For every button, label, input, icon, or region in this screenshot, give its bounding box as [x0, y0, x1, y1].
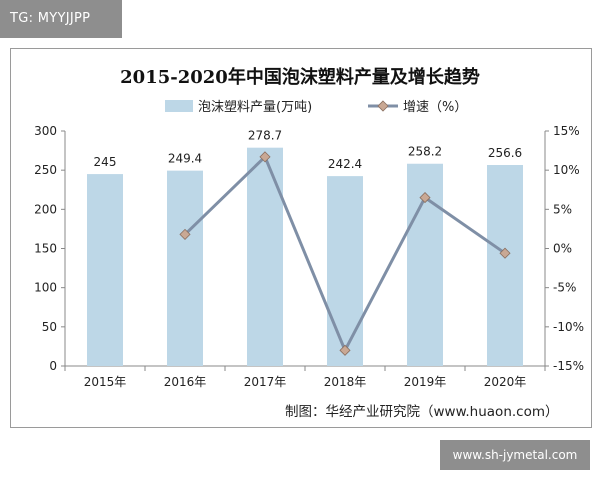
x-tick-label: 2017年 [244, 375, 287, 389]
right-tick-label: -5% [553, 281, 576, 295]
legend: 泡沫塑料产量(万吨) 增速（%） [165, 100, 467, 115]
x-tick-label: 2020年 [484, 375, 527, 389]
left-tick-label: 150 [34, 242, 57, 256]
bar-value-label: 249.4 [168, 152, 202, 166]
line-point [499, 247, 511, 259]
watermark-site: www.sh-jymetal.com [440, 440, 590, 470]
bar-series [87, 147, 523, 366]
x-tick-labels: 2015年 2016年 2017年 2018年 2019年 2020年 [84, 375, 527, 389]
bar [87, 174, 123, 366]
legend-label-line: 增速（%） [403, 100, 467, 115]
x-tick-label: 2015年 [84, 375, 127, 389]
bar-value-label: 258.2 [408, 145, 442, 159]
right-tick-label: -15% [553, 359, 584, 373]
right-tick-label: 0% [553, 242, 572, 256]
line-point [339, 344, 351, 356]
bar-value-label: 242.4 [328, 157, 362, 171]
bar [327, 176, 363, 366]
right-tick-label: 10% [553, 163, 580, 177]
bar-value-label: 256.6 [488, 146, 522, 160]
bar-value-label: 278.7 [248, 129, 282, 143]
line-point [179, 228, 191, 240]
axes: 0 50 100 150 200 250 300 -15% -10% -5% 0% 5% 10% 15% [34, 124, 584, 373]
line-point [259, 151, 271, 163]
bar-labels: 245 249.4 278.7 242.4 258.2 256.6 [94, 129, 523, 171]
left-tick-label: 250 [34, 163, 57, 177]
growth-line-series [179, 151, 511, 356]
bar [487, 164, 523, 366]
right-tick-label: 5% [553, 202, 572, 216]
bar [167, 170, 203, 366]
left-tick-label: 0 [49, 359, 57, 373]
legend-swatch-marker [377, 100, 389, 112]
bar-value-label: 245 [94, 155, 117, 169]
bar [247, 147, 283, 366]
right-tick-label: 15% [553, 124, 580, 138]
x-tick-label: 2016年 [164, 375, 207, 389]
right-tick-label: -10% [553, 320, 584, 334]
left-tick-label: 200 [34, 202, 57, 216]
chart-title: 2015-2020年中国泡沫塑料产量及增长趋势 [120, 66, 480, 88]
line-point [419, 192, 431, 204]
legend-swatch-bar [165, 100, 193, 112]
left-tick-label: 100 [34, 281, 57, 295]
x-tick-label: 2018年 [324, 375, 367, 389]
watermark-tag: TG: MYYJJPP [0, 0, 122, 38]
left-tick-label: 50 [42, 320, 57, 334]
legend-label-bar: 泡沫塑料产量(万吨) [198, 100, 312, 115]
left-tick-label: 300 [34, 124, 57, 138]
x-tick-label: 2019年 [404, 375, 447, 389]
source-note: 制图：华经产业研究院（www.huaon.com） [285, 404, 559, 420]
